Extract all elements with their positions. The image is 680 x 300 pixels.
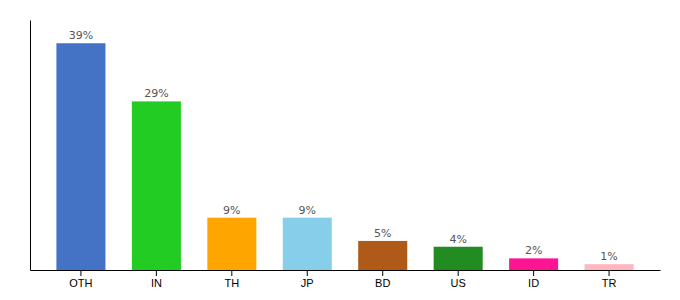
bar bbox=[434, 247, 483, 270]
chart: OTH IN TH JP BD US ID TR 39% 29% 9% 9% 5% 4% 2% 1% bbox=[0, 0, 680, 300]
data-label: 5% bbox=[374, 227, 391, 240]
y-axis-line bbox=[30, 21, 31, 271]
x-tick: JP bbox=[301, 270, 314, 289]
x-tick-mark bbox=[307, 270, 308, 276]
bar bbox=[358, 241, 407, 270]
x-tick-mark bbox=[80, 270, 81, 276]
x-axis: OTH IN TH JP BD US ID TR bbox=[31, 270, 661, 289]
x-tick-label: ID bbox=[528, 277, 539, 289]
bar bbox=[283, 218, 332, 270]
plot: OTH IN TH JP BD US ID TR 39% 29% 9% 9% 5% 4% 2% 1% bbox=[31, 21, 661, 289]
x-tick-mark bbox=[458, 270, 459, 276]
data-label: 39% bbox=[69, 29, 93, 42]
x-tick: IN bbox=[151, 270, 162, 289]
x-tick-label: JP bbox=[301, 277, 314, 289]
data-label: 9% bbox=[223, 204, 240, 217]
bar bbox=[509, 258, 558, 270]
bar bbox=[207, 218, 256, 270]
x-tick: TH bbox=[224, 270, 239, 289]
x-tick: OTH bbox=[69, 270, 92, 289]
x-tick-mark bbox=[231, 270, 232, 276]
x-tick-mark bbox=[609, 270, 610, 276]
bar bbox=[56, 43, 105, 270]
x-tick-label: US bbox=[451, 277, 466, 289]
x-tick: TR bbox=[602, 270, 617, 289]
y-axis bbox=[30, 21, 31, 271]
bar bbox=[585, 264, 634, 270]
data-label: 2% bbox=[525, 244, 542, 257]
data-label: 9% bbox=[299, 204, 316, 217]
x-tick-label: IN bbox=[151, 277, 162, 289]
data-label: 1% bbox=[600, 250, 617, 263]
data-label: 4% bbox=[449, 233, 466, 246]
x-tick: US bbox=[451, 270, 466, 289]
bar bbox=[132, 101, 181, 270]
x-tick: BD bbox=[375, 270, 390, 289]
x-tick-label: TR bbox=[602, 277, 617, 289]
data-labels: 39% 29% 9% 9% 5% 4% 2% 1% bbox=[69, 29, 618, 263]
x-tick-mark bbox=[156, 270, 157, 276]
x-tick-label: TH bbox=[224, 277, 239, 289]
data-label: 29% bbox=[144, 87, 168, 100]
x-tick: ID bbox=[528, 270, 539, 289]
x-tick-mark bbox=[382, 270, 383, 276]
x-tick-label: OTH bbox=[69, 277, 92, 289]
x-axis-line bbox=[31, 270, 661, 271]
bars bbox=[56, 43, 633, 270]
x-tick-mark bbox=[533, 270, 534, 276]
x-tick-label: BD bbox=[375, 277, 390, 289]
